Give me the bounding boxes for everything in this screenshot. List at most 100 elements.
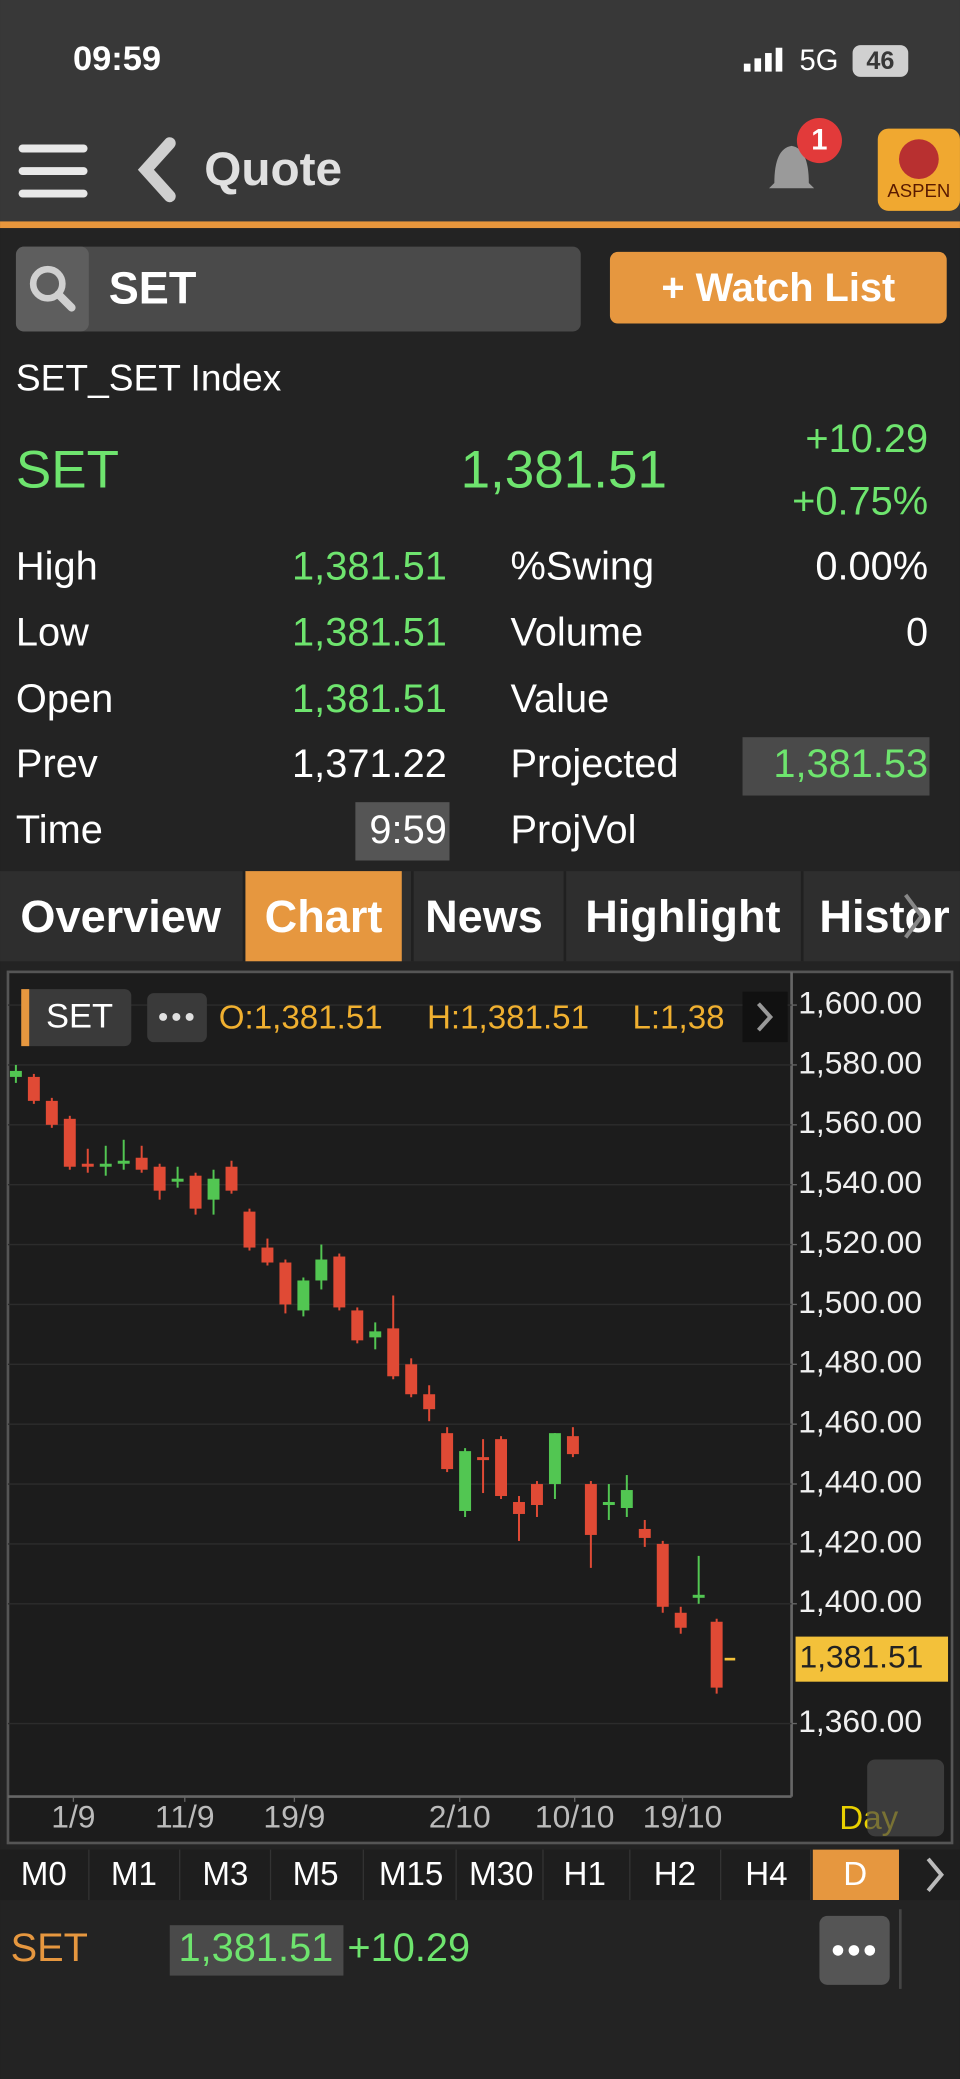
candle-body	[423, 1394, 436, 1410]
candle-body	[674, 1612, 687, 1628]
instrument-name: SET_SET Index	[16, 356, 282, 398]
timeframe-scroll-arrow[interactable]	[926, 1857, 944, 1892]
badge-count: 1	[811, 125, 827, 157]
tab-bar	[0, 871, 960, 962]
candle-body	[279, 1262, 292, 1305]
candle-body	[153, 1166, 166, 1191]
field-value: 1,381.51	[292, 544, 447, 588]
candle-body	[9, 1070, 22, 1077]
candle-body	[441, 1433, 454, 1470]
candle-body	[369, 1331, 382, 1338]
y-tick-label: 1,480.00	[798, 1344, 922, 1380]
search-box[interactable]	[15, 246, 581, 332]
watch-list-label: + Watch List	[661, 266, 895, 310]
bottom-symbol: SET	[11, 1926, 88, 1970]
expand-button[interactable]	[867, 1759, 945, 1837]
y-tick-label: 1,560.00	[798, 1104, 922, 1140]
field-value: 1,381.51	[292, 611, 447, 655]
tab[interactable]: Chart	[265, 891, 383, 942]
field-label: Low	[16, 611, 89, 655]
timeframe[interactable]: D	[843, 1856, 867, 1893]
candle-body	[531, 1484, 543, 1506]
projected-highlight	[742, 737, 930, 796]
logo-text: ASPEN	[887, 180, 950, 201]
symbol-chip[interactable]	[21, 989, 132, 1047]
y-tick-label: 1,500.00	[798, 1284, 922, 1320]
notification-bell[interactable]	[769, 145, 815, 189]
y-tick-label: 1,400.00	[798, 1583, 922, 1619]
tab-separators	[242, 871, 804, 962]
candle-body	[405, 1364, 418, 1395]
menu-button[interactable]	[18, 144, 88, 198]
time-highlight	[355, 802, 450, 861]
y-tick-label: 1,440.00	[798, 1463, 922, 1499]
ohlc-low: L:1,38	[632, 999, 724, 1036]
chart-frame	[6, 970, 954, 1845]
info-scroll-arrow[interactable]	[756, 1002, 774, 1032]
y-tick-label: 1,520.00	[798, 1224, 922, 1260]
tab[interactable]: Highlight	[585, 891, 780, 942]
x-tick-label: 1/9	[51, 1799, 95, 1835]
candle-body	[135, 1157, 148, 1170]
timeframe[interactable]: H1	[564, 1856, 606, 1893]
x-tick-label: 11/9	[155, 1799, 215, 1835]
quote-change: +10.29	[805, 417, 928, 461]
timeframe[interactable]: M5	[293, 1856, 339, 1893]
quote-fields: High 1,381.51 Low 1,381.51 Open 1,381.51 Prev 1…	[16, 544, 928, 852]
watch-list-button[interactable]	[609, 251, 947, 324]
field-value: 9:59	[369, 808, 446, 852]
candle-body	[297, 1280, 310, 1311]
back-button[interactable]	[137, 137, 176, 203]
field-label: %Swing	[510, 544, 654, 588]
bottom-more-dots	[832, 1945, 876, 1956]
last-price-label: 1,381.51	[800, 1639, 924, 1675]
field-label: Projected	[510, 742, 678, 786]
y-tick-label: 1,600.00	[798, 984, 922, 1020]
candle-body	[692, 1594, 705, 1598]
candle-body	[45, 1100, 58, 1125]
timeframe[interactable]: H2	[654, 1856, 696, 1893]
candle-body	[261, 1247, 274, 1263]
chart-symbol: SET	[46, 997, 113, 1035]
field-label: Prev	[16, 742, 98, 786]
tab[interactable]: Overview	[20, 891, 221, 942]
more-dots	[159, 1012, 194, 1021]
timeframe[interactable]: M3	[202, 1856, 248, 1893]
timeframe[interactable]: H4	[745, 1856, 787, 1893]
tab[interactable]: News	[425, 891, 543, 942]
timeframes: M0 M1 M3 M5 M15 M30 H1 H2 H4 D	[21, 1849, 867, 1901]
timeframe-bar	[0, 1849, 960, 1901]
candle-body	[225, 1166, 238, 1191]
search-query: SET	[109, 263, 197, 314]
y-tick-label: 1,580.00	[798, 1044, 922, 1080]
timeframe[interactable]: M30	[469, 1856, 533, 1893]
timeframe[interactable]: M0	[21, 1856, 67, 1893]
bottom-last-bg	[169, 1925, 344, 1976]
candle-body	[99, 1163, 112, 1167]
tab-scroll-arrow[interactable]	[904, 893, 925, 939]
candle-body	[710, 1621, 723, 1688]
candle-body	[495, 1439, 508, 1497]
candle-body	[459, 1451, 472, 1511]
candle-body	[656, 1543, 669, 1607]
logo-globe	[898, 139, 939, 179]
field-label: Volume	[510, 611, 643, 655]
field-label: Open	[16, 677, 113, 721]
timeframe[interactable]: M1	[111, 1856, 157, 1893]
timeframe[interactable]: M15	[379, 1856, 443, 1893]
bottom-last: 1,381.51	[179, 1926, 334, 1970]
y-tick-label: 1,420.00	[798, 1523, 922, 1559]
candle-body	[189, 1175, 202, 1209]
field-label: High	[16, 544, 98, 588]
status-time: 09:59	[73, 40, 161, 78]
tab[interactable]: Histor	[819, 891, 949, 942]
candle-body	[171, 1178, 184, 1182]
bottom-change: +10.29	[347, 1926, 470, 1970]
candle-body	[387, 1328, 400, 1377]
timeframe-selected-bg	[812, 1849, 899, 1901]
y-tick-label: 1,460.00	[798, 1404, 922, 1440]
tab-selected-bg	[245, 871, 402, 962]
candle-body	[333, 1256, 346, 1308]
x-tick-label: 19/10	[643, 1799, 723, 1835]
